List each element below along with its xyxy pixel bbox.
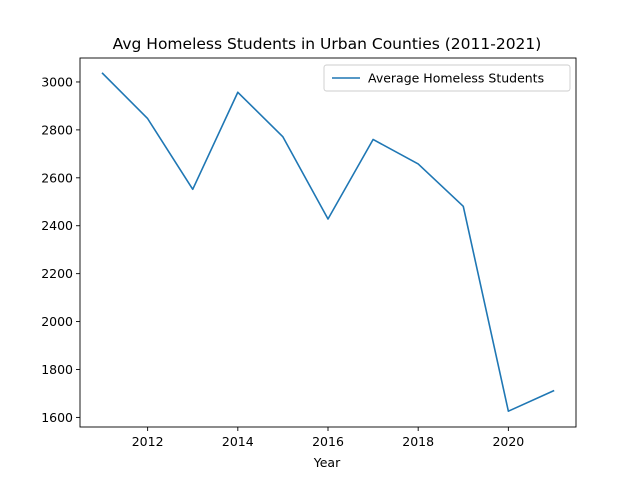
x-axis: 2012 2014 2016 2018 2020 xyxy=(132,427,524,449)
y-tick-label: 2800 xyxy=(41,122,73,137)
y-tick-label: 1800 xyxy=(41,362,73,377)
plot-frame xyxy=(79,57,577,428)
x-tick-label: 2020 xyxy=(492,434,524,449)
legend: Average Homeless Students xyxy=(323,64,571,92)
y-tick-label: 1600 xyxy=(41,410,73,425)
x-axis-label: Year xyxy=(313,455,341,470)
y-tick-label: 2200 xyxy=(41,266,73,281)
legend-label: Average Homeless Students xyxy=(368,71,544,86)
chart-title: Avg Homeless Students in Urban Counties … xyxy=(113,35,542,53)
y-tick-label: 2000 xyxy=(41,314,73,329)
y-axis: 1600 1800 2000 2200 2400 2600 2800 3000 xyxy=(41,74,80,425)
x-tick-label: 2014 xyxy=(222,434,254,449)
x-tick-label: 2012 xyxy=(132,434,164,449)
series-line-0 xyxy=(101,72,555,412)
y-tick-label: 2600 xyxy=(41,170,73,185)
y-tick-label: 3000 xyxy=(41,74,73,89)
x-tick-label: 2016 xyxy=(312,434,344,449)
x-tick-label: 2018 xyxy=(402,434,434,449)
legend-box xyxy=(323,64,571,92)
plot-area xyxy=(79,57,577,428)
y-tick-label: 2400 xyxy=(41,218,73,233)
